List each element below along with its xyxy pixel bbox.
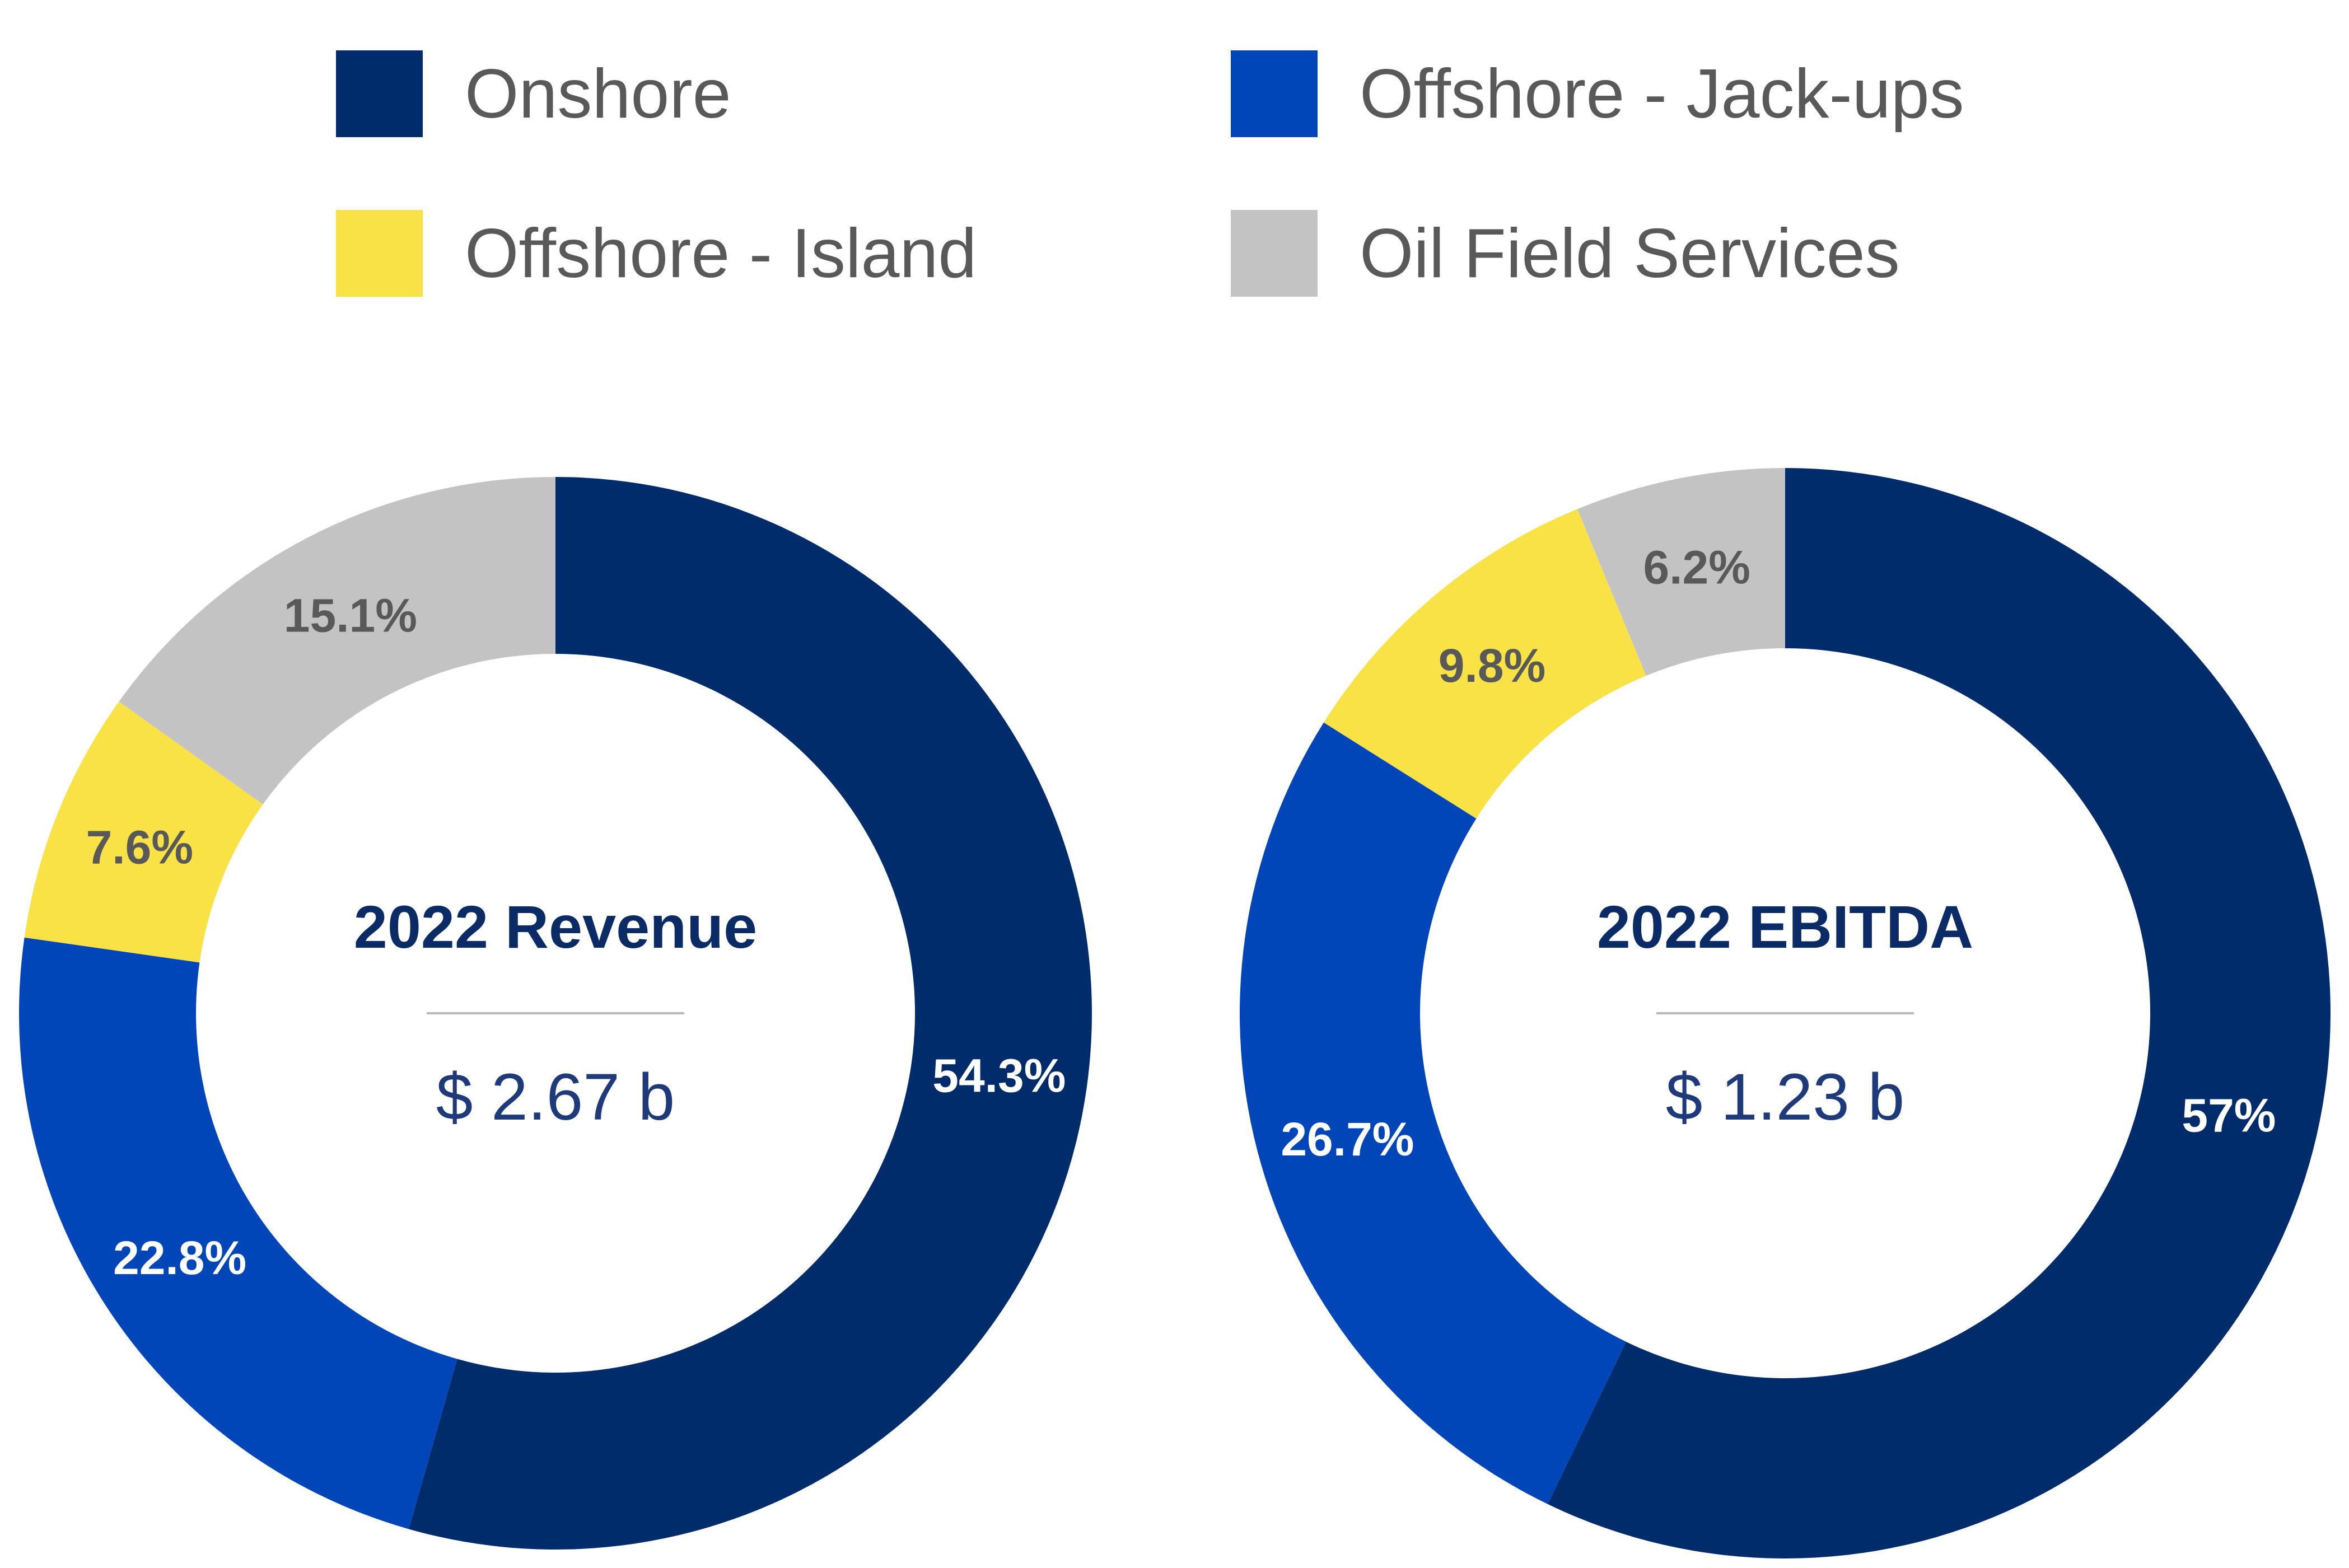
center-title: 2022 Revenue (354, 893, 757, 961)
legend-item-onshore: Onshore (336, 50, 731, 137)
slice-oil-field-services (119, 477, 555, 804)
center-value: $ 1.23 b (1666, 1060, 1904, 1134)
legend-label-onshore: Onshore (465, 55, 731, 133)
legend-label-jackups: Offshore - Jack-ups (1360, 55, 1964, 133)
slice-label-offshore-jack-ups: 22.8% (113, 1232, 246, 1284)
legend-label-island: Offshore - Island (465, 214, 977, 292)
legend-label-ofs: Oil Field Services (1360, 214, 1900, 292)
slice-offshore-island (1324, 509, 1646, 819)
slice-offshore-jack-ups (1239, 722, 1627, 1504)
center-value: $ 2.67 b (436, 1060, 675, 1134)
legend-swatch-ofs (1231, 210, 1318, 297)
legend-item-island: Offshore - Island (336, 210, 977, 297)
legend-swatch-onshore (336, 50, 423, 137)
legend-swatch-jackups (1231, 50, 1318, 137)
slice-onshore (409, 477, 1092, 1550)
slice-label-onshore: 54.3% (932, 1049, 1066, 1102)
legend-swatch-island (336, 210, 423, 297)
slice-label-offshore-island: 9.8% (1439, 639, 1545, 692)
slice-label-oil-field-services: 15.1% (284, 589, 417, 642)
slice-oil-field-services (1577, 468, 1785, 676)
slice-offshore-island (24, 701, 263, 963)
slice-label-onshore: 57% (2182, 1089, 2276, 1142)
center-title: 2022 EBITDA (1597, 893, 1973, 961)
legend-item-ofs: Oil Field Services (1231, 210, 1900, 297)
legend-item-jackups: Offshore - Jack-ups (1231, 50, 1964, 137)
donut-chart-2: 57% 26.7% 9.8% 6.2% 2022 EBITDA $ 1.23 b (1239, 468, 2331, 1558)
slice-label-offshore-island: 7.6% (86, 821, 193, 874)
slice-offshore-jack-ups (19, 937, 457, 1529)
slice-onshore (1547, 468, 2331, 1558)
slice-label-offshore-jack-ups: 26.7% (1281, 1113, 1414, 1166)
donut-chart-1: 54.3% 22.8% 7.6% 15.1% 2022 Revenue $ 2.67 b (19, 477, 1092, 1550)
slice-label-oil-field-services: 6.2% (1643, 541, 1750, 593)
